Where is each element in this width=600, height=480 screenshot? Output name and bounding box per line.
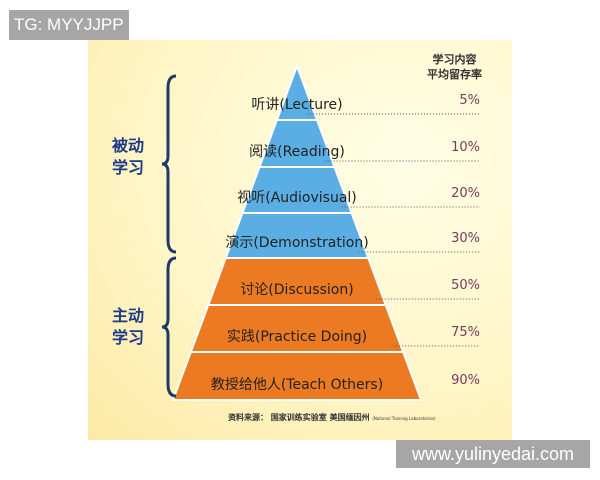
source-text: 资料来源： 国家训练实验室 美国缅因州 bbox=[228, 413, 370, 422]
watermark-top: TG: MYYJJPP bbox=[9, 10, 129, 40]
retention-rate: 10% bbox=[451, 140, 480, 155]
learning-pyramid-figure: 学习内容平均留存率 被动学习 主动学习 听讲(Lecture) 5% 阅读(Read… bbox=[88, 40, 512, 440]
retention-rate: 90% bbox=[451, 373, 480, 388]
source-note: 资料来源： 国家训练实验室 美国缅因州 (National Training L… bbox=[228, 412, 436, 423]
retention-rate: 20% bbox=[451, 186, 480, 201]
header-line-2: 平均留存率 bbox=[427, 68, 482, 81]
level-label: 阅读(Reading) bbox=[249, 144, 345, 160]
level-label: 讨论(Discussion) bbox=[240, 282, 354, 298]
level-label: 教授给他人(Teach Others) bbox=[210, 377, 384, 393]
level-label: 实践(Practice Doing) bbox=[226, 329, 368, 345]
group-active-label: 主动学习 bbox=[112, 306, 145, 347]
level-label: 听讲(Lecture) bbox=[251, 97, 343, 113]
pyramid-level-7 bbox=[171, 351, 423, 401]
group-passive-label: 被动学习 bbox=[112, 136, 145, 177]
source-text-en: (National Training Laboratories) bbox=[372, 416, 436, 421]
header-line-1: 学习内容 bbox=[432, 53, 477, 66]
level-label: 视听(Audiovisual) bbox=[237, 190, 357, 206]
retention-rate: 50% bbox=[451, 278, 480, 293]
retention-rate: 75% bbox=[451, 325, 480, 340]
watermark-bottom: www.yulinyedai.com bbox=[396, 440, 590, 468]
pyramid bbox=[161, 63, 480, 401]
retention-rate: 5% bbox=[459, 93, 480, 108]
passive-brace bbox=[161, 74, 177, 254]
level-label: 演示(Demonstration) bbox=[225, 235, 369, 251]
retention-rate: 30% bbox=[451, 231, 480, 246]
retention-header: 学习内容 平均留存率 bbox=[427, 52, 482, 82]
active-brace bbox=[161, 256, 177, 398]
